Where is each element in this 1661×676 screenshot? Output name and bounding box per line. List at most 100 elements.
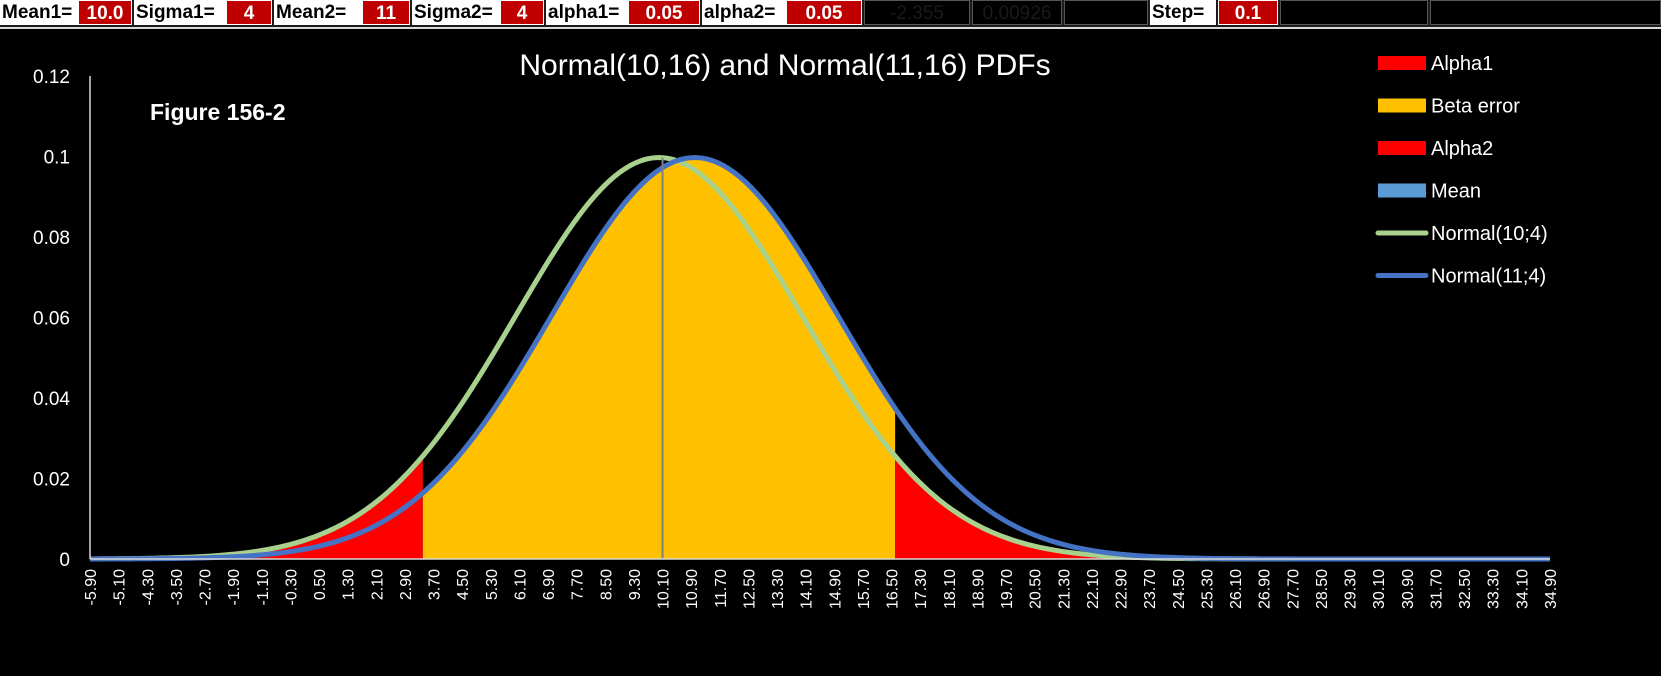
x-tick-label: 4.50 <box>455 569 472 600</box>
legend-item-normal-11-4: Normal(11;4) <box>1375 266 1546 288</box>
mean1-input[interactable]: 10.0 <box>78 0 132 25</box>
x-tick-label: 16.50 <box>885 569 902 609</box>
empty-cell <box>1430 0 1661 25</box>
alpha2-input[interactable]: 0.05 <box>786 0 862 25</box>
x-tick-label: -5.10 <box>112 569 129 606</box>
y-tick-label: 0.02 <box>33 470 70 491</box>
x-tick-label: 15.70 <box>856 569 873 609</box>
x-tick-label: 2.90 <box>398 569 415 600</box>
x-tick-label: 11.70 <box>713 569 730 608</box>
x-tick-label: 30.90 <box>1400 569 1417 609</box>
legend-label: Alpha2 <box>1431 138 1493 160</box>
alpha1-input[interactable]: 0.05 <box>628 0 700 25</box>
x-tick-label: 22.90 <box>1114 569 1131 609</box>
x-tick-label: 6.90 <box>541 569 558 600</box>
x-tick-label: 27.70 <box>1285 569 1302 609</box>
x-tick-label: -0.30 <box>283 569 300 606</box>
pdf-chart: Normal(10,16) and Normal(11,16) PDFs Fig… <box>33 49 1560 609</box>
x-tick-label: 21.30 <box>1056 569 1073 609</box>
x-tick-label: 10.10 <box>656 569 673 609</box>
area-alpha2 <box>895 456 1550 559</box>
x-tick-label: -3.50 <box>169 569 186 606</box>
x-tick-label: 8.50 <box>598 569 615 600</box>
x-tick-label: 5.30 <box>484 569 501 600</box>
alpha1-label: alpha1= <box>546 0 628 25</box>
x-tick-label: 26.90 <box>1257 569 1274 609</box>
x-tick-label: 17.30 <box>913 569 930 609</box>
x-tick-label: -2.70 <box>198 569 215 606</box>
x-tick-label: 19.70 <box>999 569 1016 609</box>
x-tick-label: -5.90 <box>83 569 100 606</box>
x-tick-label: 31.70 <box>1428 569 1445 609</box>
x-tick-label: 25.30 <box>1199 569 1216 609</box>
y-tick-label: 0.08 <box>33 228 70 249</box>
figure-label: Figure 156-2 <box>150 99 286 125</box>
legend-swatch <box>1378 98 1426 113</box>
sigma2-label: Sigma2= <box>412 0 500 25</box>
sigma1-label: Sigma1= <box>134 0 226 25</box>
legend-item-alpha2: Alpha2 <box>1378 138 1493 160</box>
x-tick-label: 34.10 <box>1514 569 1531 609</box>
x-tick-label: -1.10 <box>255 569 272 606</box>
calc-cell-1: -2.355 <box>864 0 970 25</box>
x-tick-label: 29.30 <box>1343 569 1360 609</box>
x-tick-label: 22.10 <box>1085 569 1102 609</box>
plot-area <box>89 155 1550 562</box>
x-tick-label: 23.70 <box>1142 569 1159 609</box>
y-tick-label: 0 <box>59 550 70 571</box>
legend-swatch <box>1378 141 1426 155</box>
x-tick-label: 2.10 <box>369 569 386 600</box>
legend-label: Normal(10;4) <box>1431 223 1548 245</box>
x-tick-label: 32.50 <box>1457 569 1474 609</box>
empty-cell <box>1064 0 1148 25</box>
step-label: Step= <box>1150 0 1216 25</box>
x-tick-label: 26.10 <box>1228 569 1245 609</box>
parameter-toolbar: Mean1= 10.0 Sigma1= 4 Mean2= 11 Sigma2= … <box>0 0 1661 29</box>
x-tick-label: 1.30 <box>341 569 358 600</box>
mean1-label: Mean1= <box>0 0 78 25</box>
legend-label: Normal(11;4) <box>1431 266 1546 288</box>
x-tick-label: 6.10 <box>512 569 529 600</box>
x-tick-label: 33.30 <box>1486 569 1503 609</box>
sigma1-input[interactable]: 4 <box>226 0 272 25</box>
x-tick-label: 18.90 <box>970 569 987 609</box>
x-tick-label: 13.30 <box>770 569 787 609</box>
calc-cell-2: 0.00926 <box>972 0 1062 25</box>
y-axis: 0 0.02 0.04 0.06 0.08 0.1 0.12 <box>33 67 91 571</box>
x-tick-label: 14.90 <box>827 569 844 609</box>
x-tick-label: -1.90 <box>226 569 243 606</box>
y-tick-label: 0.12 <box>33 67 70 88</box>
legend-item-alpha1: Alpha1 <box>1378 53 1493 75</box>
legend-label: Mean <box>1431 181 1481 203</box>
y-tick-label: 0.06 <box>33 309 70 330</box>
legend: Alpha1 Beta error Alpha2 Mean Normal(10;4) No… <box>1375 53 1548 288</box>
x-tick-label: 7.70 <box>570 569 587 600</box>
x-tick-label: 12.50 <box>741 569 758 609</box>
x-axis: -5.90 -5.10 -4.30 -3.50 -2.70 -1.90 -1.10 -0.30… <box>83 558 1560 609</box>
x-tick-label: 30.10 <box>1371 569 1388 609</box>
step-input[interactable]: 0.1 <box>1218 0 1278 25</box>
legend-label: Alpha1 <box>1431 53 1493 75</box>
x-tick-label: 34.90 <box>1543 569 1560 609</box>
y-tick-label: 0.04 <box>33 389 70 410</box>
legend-swatch <box>1378 183 1426 198</box>
legend-item-beta-error: Beta error <box>1378 96 1520 118</box>
sigma2-input[interactable]: 4 <box>500 0 544 25</box>
x-tick-label: 20.50 <box>1028 569 1045 609</box>
chart-title: Normal(10,16) and Normal(11,16) PDFs <box>519 49 1050 82</box>
y-tick-label: 0.1 <box>44 148 70 169</box>
x-tick-label: 9.30 <box>627 569 644 600</box>
legend-item-mean: Mean <box>1378 181 1481 203</box>
legend-label: Beta error <box>1431 96 1520 118</box>
x-tick-label: -4.30 <box>140 569 157 606</box>
mean2-label: Mean2= <box>274 0 362 25</box>
empty-cell <box>1280 0 1428 25</box>
mean2-input[interactable]: 11 <box>362 0 410 25</box>
area-beta-error <box>422 157 896 559</box>
legend-item-normal-10-4: Normal(10;4) <box>1375 223 1548 245</box>
x-tick-label: 0.50 <box>312 569 329 600</box>
x-tick-label: 18.10 <box>942 569 959 609</box>
x-tick-label: 24.50 <box>1171 569 1188 609</box>
legend-swatch <box>1378 56 1426 70</box>
x-tick-label: 3.70 <box>427 569 444 600</box>
